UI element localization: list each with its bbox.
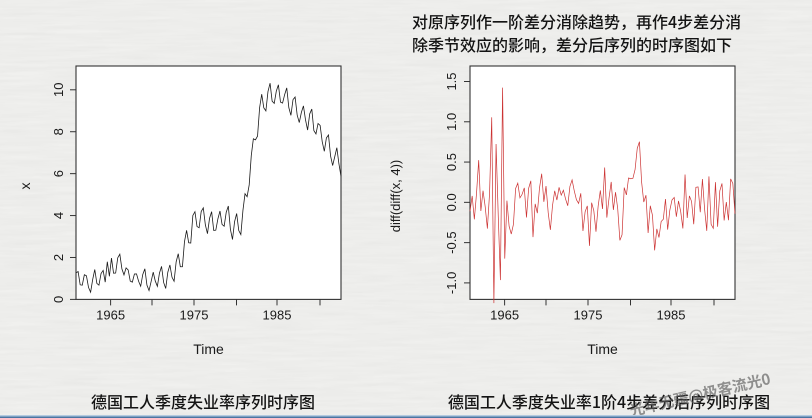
svg-text:8: 8 [51,128,66,135]
svg-text:4: 4 [51,212,66,219]
svg-text:0.5: 0.5 [444,153,459,171]
svg-text:1985: 1985 [263,307,292,322]
svg-text:6: 6 [51,170,66,177]
svg-text:0: 0 [51,296,66,303]
svg-text:0.0: 0.0 [444,193,459,211]
svg-text:-1.0: -1.0 [444,272,459,294]
svg-text:2: 2 [51,254,66,261]
svg-text:1975: 1975 [180,307,209,322]
svg-text:1965: 1965 [96,307,125,322]
svg-text:1.0: 1.0 [444,113,459,131]
svg-text:x: x [17,183,33,190]
svg-text:1985: 1985 [657,307,686,322]
svg-text:1975: 1975 [574,307,603,322]
svg-text:Time: Time [587,341,618,357]
svg-text:-0.5: -0.5 [444,231,459,253]
svg-text:Time: Time [193,341,224,357]
svg-text:1.5: 1.5 [444,72,459,90]
svg-text:10: 10 [51,83,66,97]
svg-text:1965: 1965 [490,307,519,322]
svg-text:diff(diff(x, 4)): diff(diff(x, 4)) [388,160,403,232]
